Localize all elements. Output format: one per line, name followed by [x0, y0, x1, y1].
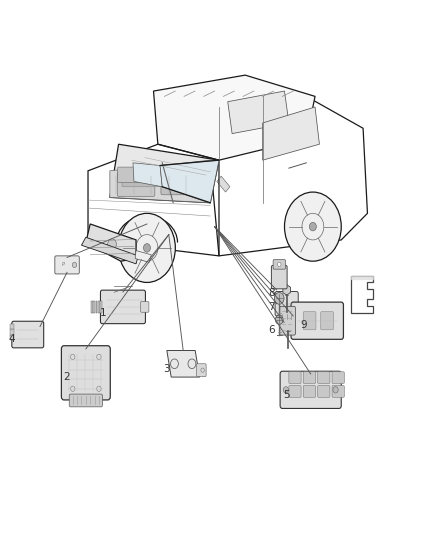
FancyBboxPatch shape — [280, 371, 341, 408]
FancyBboxPatch shape — [332, 372, 344, 383]
FancyBboxPatch shape — [117, 172, 155, 196]
Polygon shape — [167, 351, 200, 377]
Circle shape — [285, 192, 341, 261]
Circle shape — [309, 222, 316, 231]
Polygon shape — [135, 251, 151, 262]
Polygon shape — [81, 237, 138, 264]
Text: P: P — [62, 262, 65, 268]
Circle shape — [278, 262, 281, 266]
Text: 3: 3 — [163, 364, 170, 374]
FancyBboxPatch shape — [303, 312, 316, 330]
FancyBboxPatch shape — [273, 260, 286, 269]
Circle shape — [119, 213, 175, 282]
Polygon shape — [86, 224, 136, 261]
Text: 8: 8 — [268, 288, 275, 298]
FancyBboxPatch shape — [321, 312, 333, 330]
FancyBboxPatch shape — [197, 364, 206, 376]
Text: 5: 5 — [283, 390, 290, 400]
FancyBboxPatch shape — [272, 265, 287, 289]
Text: 6: 6 — [268, 325, 275, 335]
Polygon shape — [98, 301, 99, 313]
FancyBboxPatch shape — [289, 385, 301, 397]
Polygon shape — [10, 324, 14, 329]
Text: 7: 7 — [268, 302, 275, 312]
FancyBboxPatch shape — [122, 173, 189, 187]
Polygon shape — [10, 335, 14, 340]
Text: 9: 9 — [300, 320, 307, 330]
FancyBboxPatch shape — [289, 372, 301, 383]
Polygon shape — [284, 321, 292, 332]
Polygon shape — [283, 285, 290, 295]
FancyBboxPatch shape — [141, 302, 149, 312]
Circle shape — [333, 386, 338, 393]
Polygon shape — [263, 107, 319, 160]
FancyBboxPatch shape — [275, 292, 298, 316]
FancyBboxPatch shape — [303, 385, 315, 397]
FancyBboxPatch shape — [303, 372, 315, 383]
FancyBboxPatch shape — [12, 321, 44, 348]
Polygon shape — [160, 160, 219, 203]
Text: 1: 1 — [100, 308, 106, 318]
Polygon shape — [351, 276, 373, 279]
Polygon shape — [110, 144, 219, 203]
FancyBboxPatch shape — [161, 173, 194, 195]
Circle shape — [283, 386, 288, 393]
Circle shape — [276, 315, 283, 325]
Circle shape — [275, 293, 284, 304]
Polygon shape — [228, 91, 289, 134]
Text: 4: 4 — [9, 334, 15, 344]
Polygon shape — [133, 163, 162, 187]
Polygon shape — [110, 160, 210, 203]
FancyBboxPatch shape — [332, 385, 344, 397]
Polygon shape — [10, 329, 14, 335]
Circle shape — [144, 244, 150, 252]
Polygon shape — [93, 301, 95, 313]
FancyBboxPatch shape — [291, 302, 343, 340]
Circle shape — [108, 239, 117, 249]
FancyBboxPatch shape — [280, 306, 295, 335]
FancyBboxPatch shape — [118, 167, 139, 182]
Polygon shape — [217, 176, 230, 192]
Text: 2: 2 — [63, 372, 70, 382]
Polygon shape — [100, 301, 102, 313]
FancyBboxPatch shape — [318, 385, 330, 397]
Circle shape — [72, 262, 77, 268]
FancyBboxPatch shape — [100, 290, 145, 324]
Polygon shape — [95, 301, 97, 313]
FancyBboxPatch shape — [69, 394, 102, 407]
Polygon shape — [91, 301, 93, 313]
FancyBboxPatch shape — [55, 256, 79, 274]
FancyBboxPatch shape — [318, 372, 330, 383]
Polygon shape — [153, 75, 315, 160]
FancyBboxPatch shape — [61, 346, 110, 400]
